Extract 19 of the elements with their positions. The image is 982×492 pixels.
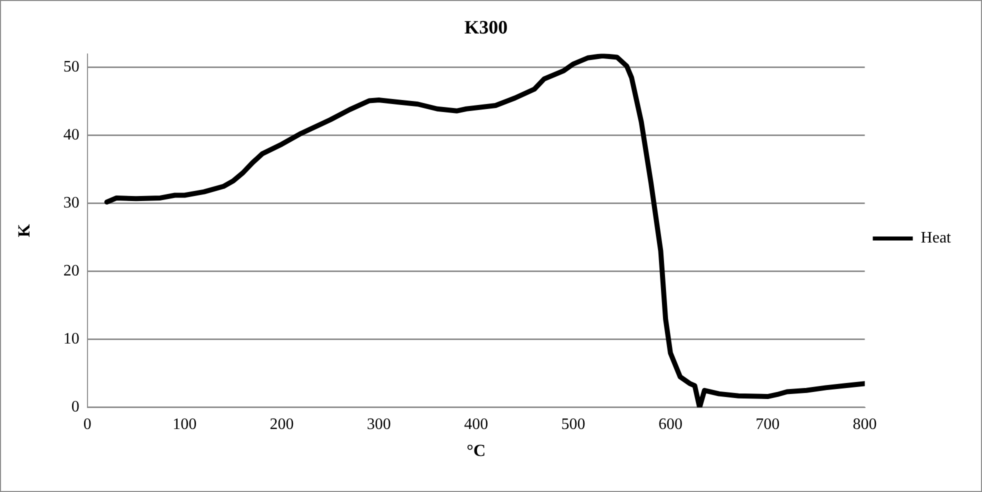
y-tick-label: 10 [63, 330, 80, 348]
chart-title: K300 [464, 17, 508, 38]
y-tick-label: 50 [63, 58, 80, 76]
x-tick-label: 800 [852, 416, 877, 434]
y-axis-title: K [14, 223, 34, 238]
y-tick-label: 20 [63, 262, 80, 280]
x-tick-label: 300 [366, 416, 391, 434]
x-tick-label: 400 [464, 416, 488, 434]
y-tick-label: 40 [63, 126, 80, 144]
x-tick-label: 500 [561, 416, 586, 434]
x-tick-label: 600 [658, 416, 682, 434]
legend-label: Heat [920, 230, 952, 247]
y-tick-label: 30 [63, 194, 80, 212]
x-axis-title: °C [466, 441, 486, 460]
x-tick-label: 200 [270, 416, 294, 434]
x-tick-label: 100 [172, 416, 197, 434]
y-tick-label: 0 [71, 398, 80, 416]
x-tick-label: 700 [756, 416, 780, 434]
x-tick-label: 0 [83, 416, 92, 434]
